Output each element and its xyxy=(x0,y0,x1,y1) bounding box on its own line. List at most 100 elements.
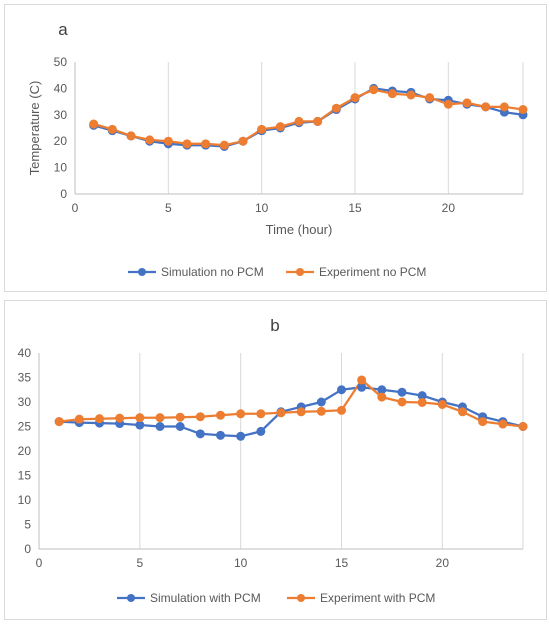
chart-a-series-2-point xyxy=(201,139,211,149)
chart-b-series-2-point xyxy=(115,413,125,423)
chart-b-y-tick-label: 25 xyxy=(18,420,32,434)
chart-a-series-2-point xyxy=(331,103,341,113)
chart-b-y-tick-label: 10 xyxy=(18,493,32,507)
chart-b-series-2-point xyxy=(155,413,165,423)
chart-a-series-2-point xyxy=(443,99,453,109)
chart-panel-b: b 0 5 10 15 20 25 30 35 40 0 5 10 15 20 Simulation with… xyxy=(4,300,547,620)
chart-b-series-2-point xyxy=(236,409,246,419)
chart-b-series-1-point xyxy=(256,426,266,436)
chart-b-series-1-point xyxy=(135,420,145,430)
chart-b-y-tick-label: 5 xyxy=(24,518,31,532)
chart-a-legend-label-2: Experiment no PCM xyxy=(319,265,426,279)
chart-a-series-2-point xyxy=(387,89,397,99)
chart-a-x-tick-label: 20 xyxy=(442,201,456,215)
chart-b-panel-label: b xyxy=(270,316,279,335)
chart-b-series-2-point xyxy=(74,414,84,424)
chart-a-legend-swatch-marker xyxy=(138,268,146,276)
chart-a-x-tick-label: 15 xyxy=(348,201,362,215)
chart-a-series-2-point xyxy=(294,116,304,126)
chart-b-series-2-point xyxy=(296,407,306,417)
chart-a-series-2-point xyxy=(350,93,360,103)
chart-a-legend-swatch-marker xyxy=(296,268,304,276)
chart-a-x-tick-label: 0 xyxy=(72,201,79,215)
chart-a-series-2-line xyxy=(93,88,524,147)
chart-a-series-2-point xyxy=(145,135,155,145)
chart-a-y-tick-label: 10 xyxy=(54,161,68,175)
chart-a-series-2-point xyxy=(499,102,509,112)
chart-a-series-1-line xyxy=(93,87,524,148)
chart-a-series-2-point xyxy=(275,122,285,132)
chart-b-series-2-point xyxy=(437,399,447,409)
chart-a-y-tick-label: 40 xyxy=(54,81,68,95)
chart-b-series-2-line xyxy=(59,378,524,428)
chart-a-series-2-point xyxy=(518,105,528,115)
chart-a-series-2-point xyxy=(182,139,192,149)
chart-b-y-tick-label: 35 xyxy=(18,371,32,385)
chart-a-x-tick-label: 10 xyxy=(255,201,269,215)
chart-a-series-2-point xyxy=(406,90,416,100)
chart-b-y-tick-label: 20 xyxy=(18,444,32,458)
chart-b-x-tick-label: 15 xyxy=(335,556,349,570)
chart-b-series-1-point xyxy=(397,387,407,397)
chart-b-series-2-point xyxy=(337,405,346,415)
chart-b-series-2-point xyxy=(276,408,286,418)
chart-b-series-1-point xyxy=(175,422,185,431)
chart-a-legend-label-1: Simulation no PCM xyxy=(161,265,264,279)
chart-a-x-tick-label: 5 xyxy=(165,201,172,215)
chart-b-legend-label-1: Simulation with PCM xyxy=(150,591,261,605)
chart-a-svg: a 0 10 20 30 40 50 0 5 10 15 20 Time (hour) Temperatu… xyxy=(27,20,528,279)
chart-a-y-tick-label: 30 xyxy=(54,108,68,122)
chart-b-series-1-point xyxy=(377,385,387,395)
chart-b-x-tick-label: 5 xyxy=(136,556,143,570)
chart-b-series-2-point xyxy=(216,410,225,420)
chart-b-series-2-point xyxy=(377,392,387,402)
chart-a-y-axis-title: Temperature (C) xyxy=(27,81,42,176)
chart-b-y-tick-label: 15 xyxy=(18,469,32,483)
chart-a-series-2-point xyxy=(89,119,99,129)
chart-b-series-1-point xyxy=(155,422,165,431)
chart-a-series-2-point xyxy=(313,116,323,126)
chart-a-y-tick-label: 50 xyxy=(54,55,68,69)
chart-b-series-1-point xyxy=(337,385,346,395)
chart-b-series-2-point xyxy=(195,412,205,422)
chart-b-y-tick-label: 30 xyxy=(18,395,32,409)
chart-b-series-2-point xyxy=(256,409,266,419)
chart-b-series-2-point xyxy=(397,397,407,407)
chart-b-series-2-point xyxy=(458,407,467,417)
chart-a-y-tick-label: 20 xyxy=(54,134,68,148)
chart-b-series-1-point xyxy=(195,429,205,439)
chart-b-series-2-point xyxy=(478,417,488,427)
chart-b-legend: Simulation with PCM Experiment with PCM xyxy=(117,591,435,605)
chart-a-series-2-point xyxy=(163,136,173,146)
chart-a-series-2-point xyxy=(238,136,248,146)
chart-a-series-2-point xyxy=(481,102,491,112)
chart-b-series-2-point xyxy=(95,414,104,424)
chart-a-x-axis-title: Time (hour) xyxy=(266,222,333,237)
chart-a-series-2-point xyxy=(369,85,379,95)
chart-b-series-1-point xyxy=(357,382,367,392)
chart-b-legend-label-2: Experiment with PCM xyxy=(320,591,435,605)
chart-a-series-2-point xyxy=(126,131,136,141)
chart-panel-a: a 0 10 20 30 40 50 0 5 10 15 20 Time (hour) Temperatu… xyxy=(4,4,547,292)
chart-b-legend-swatch-marker xyxy=(297,594,305,602)
chart-a-series-2-point xyxy=(462,98,472,108)
chart-b-series-2-point xyxy=(54,417,64,427)
chart-b-y-tick-label: 0 xyxy=(24,542,31,556)
chart-a-series-2-point xyxy=(219,140,229,150)
chart-b-series-1-point xyxy=(236,431,246,441)
chart-b-x-tick-label: 0 xyxy=(36,556,43,570)
chart-a-legend: Simulation no PCM Experiment no PCM xyxy=(128,265,426,279)
chart-b-x-tick-label: 20 xyxy=(436,556,450,570)
chart-a-series-2-point xyxy=(107,124,117,134)
chart-b-svg: b 0 5 10 15 20 25 30 35 40 0 5 10 15 20 Simulation with… xyxy=(18,316,528,605)
chart-b-y-tick-label: 40 xyxy=(18,346,32,360)
chart-b-series-2-point xyxy=(316,406,326,416)
chart-b-series-2-point xyxy=(518,422,528,431)
chart-b-series-1-point xyxy=(316,397,326,407)
chart-b-series-2-point xyxy=(357,375,367,385)
chart-a-series-2-point xyxy=(425,93,435,103)
chart-b-series-2-point xyxy=(498,419,508,429)
chart-b-series-1-point xyxy=(216,430,225,440)
chart-b-series-2-point xyxy=(175,412,185,422)
chart-b-series-2-point xyxy=(417,397,427,407)
